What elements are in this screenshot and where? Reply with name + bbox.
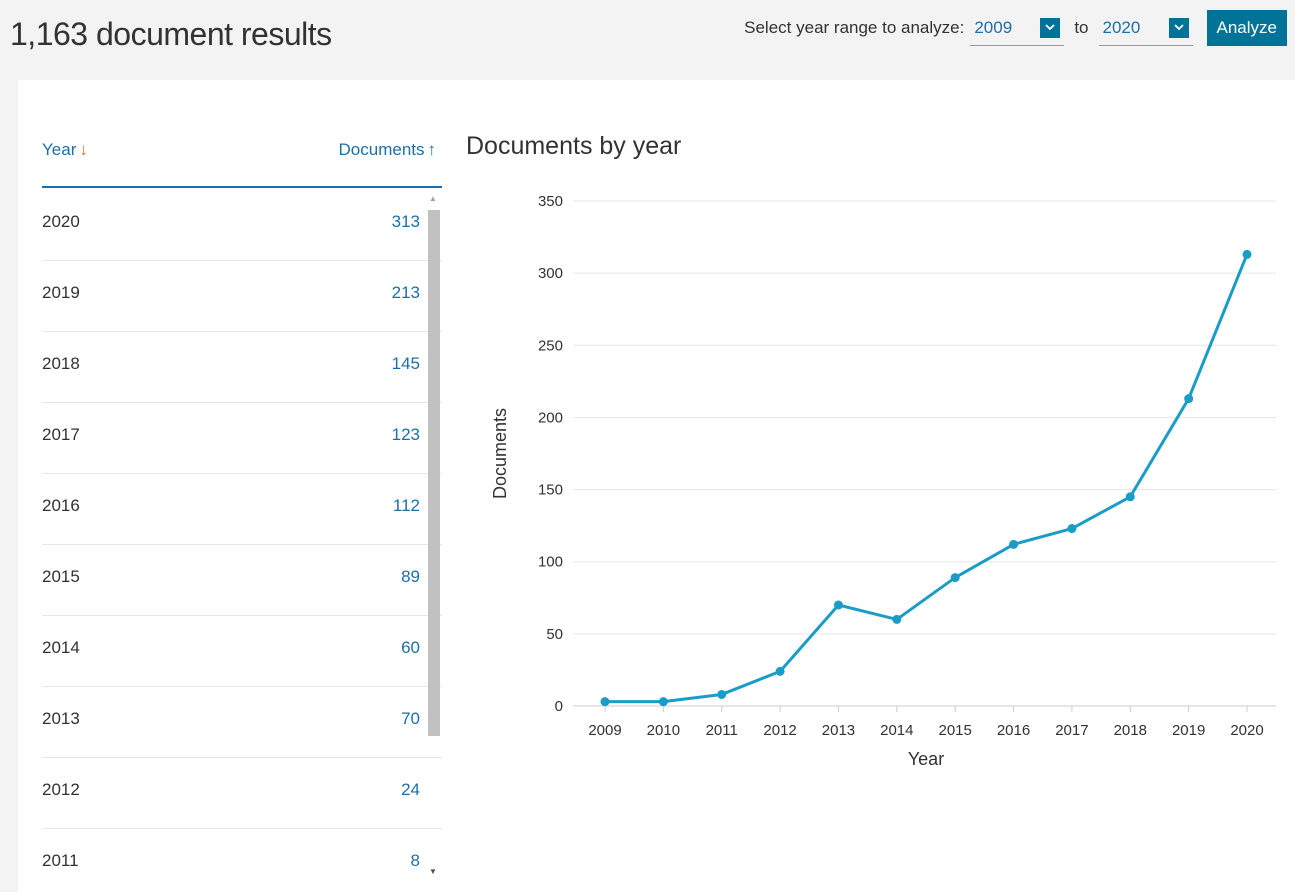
row-year: 2013 <box>42 709 80 728</box>
data-point[interactable] <box>1125 492 1135 502</box>
table-row: 2015 89 <box>42 545 442 616</box>
x-tick-label: 2011 <box>706 722 738 739</box>
data-point[interactable] <box>950 573 960 583</box>
year-header-label: Year <box>42 140 77 159</box>
table-row: 2020 313 <box>42 190 442 261</box>
scrollbar-thumb[interactable] <box>428 210 440 736</box>
row-year: 2015 <box>42 567 80 586</box>
y-tick-label: 250 <box>538 337 563 354</box>
chevron-down-icon[interactable] <box>1168 17 1189 38</box>
x-tick-label: 2018 <box>1114 722 1147 739</box>
y-tick-label: 350 <box>538 193 563 210</box>
y-tick-label: 0 <box>555 698 563 715</box>
table-row: 2018 145 <box>42 332 442 403</box>
row-year: 2017 <box>42 425 80 444</box>
row-year: 2019 <box>42 283 80 302</box>
sort-down-icon: ↓ <box>79 140 88 159</box>
row-count-link[interactable]: 145 <box>391 354 420 373</box>
table-row: 2013 70 <box>42 687 442 758</box>
from-year-value: 2009 <box>974 17 1013 37</box>
row-count-link[interactable]: 70 <box>401 709 420 728</box>
data-point[interactable] <box>1009 539 1019 549</box>
year-range-label: Select year range to analyze: <box>744 18 965 37</box>
to-label: to <box>1074 18 1089 37</box>
row-year: 2018 <box>42 354 80 373</box>
x-tick-label: 2014 <box>880 722 913 739</box>
table-row: 2019 213 <box>42 261 442 332</box>
y-axis-title: Documents <box>490 408 510 499</box>
documents-column-header[interactable]: Documents ↑ <box>339 140 436 160</box>
analyze-button[interactable]: Analyze <box>1206 10 1287 46</box>
table-row: 2012 24 <box>42 758 442 829</box>
y-tick-label: 300 <box>538 265 563 282</box>
row-count-link[interactable]: 213 <box>391 283 420 302</box>
x-tick-label: 2016 <box>997 722 1030 739</box>
year-column-header[interactable]: Year ↓ <box>42 140 88 160</box>
y-tick-label: 200 <box>538 409 563 426</box>
row-count-link[interactable]: 112 <box>392 496 420 515</box>
x-tick-label: 2012 <box>763 722 796 739</box>
page-title: 1,163 document results <box>10 16 332 52</box>
documents-header-label: Documents <box>338 140 425 159</box>
table-row: 2011 8 <box>42 829 442 890</box>
data-point[interactable] <box>658 697 668 707</box>
table-header: Year ↓ Documents ↑ <box>42 136 442 188</box>
chevron-down-icon[interactable] <box>1040 17 1061 38</box>
y-tick-label: 50 <box>546 626 563 643</box>
x-tick-label: 2009 <box>588 722 621 739</box>
table-row: 2014 60 <box>42 616 442 687</box>
row-count-link[interactable]: 8 <box>410 851 420 870</box>
year-range-bar: Select year range to analyze: 2009 to 20… <box>744 8 1287 48</box>
data-point[interactable] <box>892 614 902 624</box>
data-point[interactable] <box>1067 524 1077 534</box>
x-tick-label: 2013 <box>822 722 855 739</box>
row-year: 2011 <box>42 851 79 870</box>
row-year: 2014 <box>42 638 80 657</box>
scroll-up-icon[interactable]: ▲ <box>429 194 437 203</box>
row-count-link[interactable]: 24 <box>401 780 420 799</box>
table-scrollbar[interactable]: ▲ ▼ <box>426 194 440 876</box>
row-count-link[interactable]: 89 <box>401 567 420 586</box>
sort-up-icon: ↑ <box>427 140 437 159</box>
data-point[interactable] <box>600 697 610 707</box>
to-year-value: 2020 <box>1102 17 1141 37</box>
data-point[interactable] <box>775 666 785 676</box>
scroll-down-icon[interactable]: ▼ <box>429 867 437 876</box>
to-year-select[interactable]: 2020 <box>1098 10 1193 46</box>
from-year-select[interactable]: 2009 <box>970 10 1065 46</box>
y-tick-label: 150 <box>538 482 563 499</box>
results-card: Year ↓ Documents ↑ 2020 313 2019 213 2018 145… <box>18 80 1295 892</box>
table-row: 2016 112 <box>42 474 442 545</box>
table-row: 2017 123 <box>42 403 442 474</box>
x-tick-label: 2019 <box>1172 722 1205 739</box>
x-tick-label: 2015 <box>938 722 971 739</box>
data-point[interactable] <box>717 689 727 699</box>
row-count-link[interactable]: 60 <box>401 638 420 657</box>
x-tick-label: 2020 <box>1230 722 1263 739</box>
documents-by-year-chart: 0 50 100 150 200 250 300 350 2009 2010 2011 2012 20… <box>490 193 1276 769</box>
data-point[interactable] <box>833 600 843 610</box>
year-table-body: 2020 313 2019 213 2018 145 2017 123 2016 112 … <box>42 190 442 890</box>
x-axis-title: Year <box>908 749 944 769</box>
data-point[interactable] <box>1184 394 1194 404</box>
y-tick-label: 100 <box>538 554 563 571</box>
row-count-link[interactable]: 313 <box>391 212 420 231</box>
row-year: 2020 <box>42 212 80 231</box>
row-year: 2016 <box>42 496 80 515</box>
chart-title: Documents by year <box>466 132 682 160</box>
data-point[interactable] <box>1242 249 1252 259</box>
row-count-link[interactable]: 123 <box>391 425 420 444</box>
row-year: 2012 <box>42 780 80 799</box>
series-line <box>605 253 1249 704</box>
x-tick-label: 2017 <box>1055 722 1088 739</box>
x-tick-label: 2010 <box>647 722 680 739</box>
